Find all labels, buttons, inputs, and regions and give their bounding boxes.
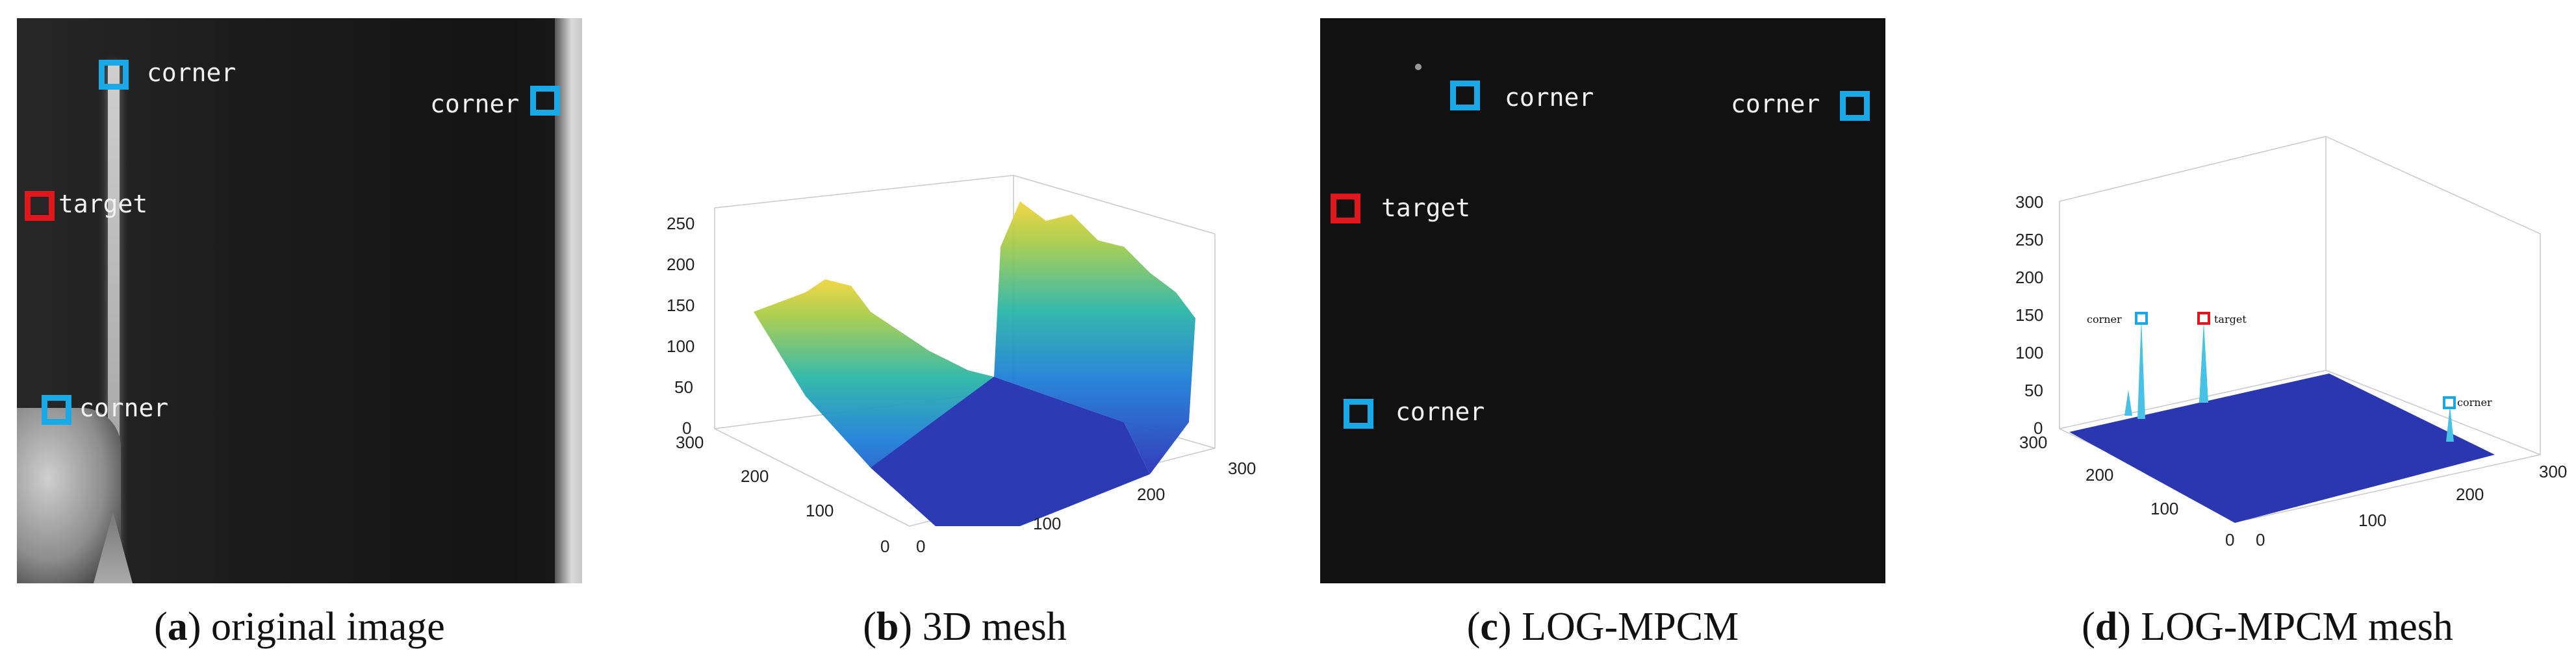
y-tick-100: 100: [2150, 499, 2178, 518]
corner-label-bottom: corner: [1396, 398, 1485, 426]
corner-marker-right: [1840, 91, 1870, 121]
spike-corner-left: [2137, 318, 2145, 419]
z-tick-100: 100: [2015, 343, 2043, 362]
corner-label-left-d: corner: [2087, 313, 2122, 325]
z-tick-200: 200: [667, 255, 695, 274]
y-tick-300: 300: [676, 433, 704, 452]
caption-a: (a) original image: [154, 605, 445, 649]
z-tick-150: 150: [667, 296, 695, 315]
spike-corner-right: [2446, 406, 2454, 442]
y-tick-200: 200: [2085, 465, 2113, 485]
z-tick-100: 100: [667, 336, 695, 356]
x-tick-300: 300: [1228, 459, 1256, 478]
target-marker: [1331, 194, 1360, 223]
spike-small: [2124, 390, 2132, 416]
x-tick-0: 0: [916, 537, 925, 556]
x-tick-100: 100: [2358, 511, 2386, 530]
panel-c: corner corner target corner: [1320, 18, 1885, 583]
surface-right-wall-b: [994, 201, 1195, 474]
axes-box-b: [714, 175, 1216, 527]
z-tick-0: 0: [2034, 418, 2043, 438]
y-tick-200: 200: [741, 466, 769, 486]
z-ticks-b: 0 50 100 150 200 250: [667, 214, 695, 438]
corner-marker-top: [1450, 81, 1480, 110]
corner-label-right-d: corner: [2457, 396, 2492, 409]
log-mpcm-image: corner corner target corner: [1320, 18, 1885, 583]
z-ticks-d: 0 50 100 150 200 250 300: [2015, 192, 2043, 438]
z-tick-250: 250: [667, 214, 695, 233]
axes-box-d: [2059, 136, 2541, 520]
panel-a: corner corner target corner: [17, 18, 582, 583]
corner-label-top: corner: [147, 58, 236, 87]
corner-label-right: corner: [430, 90, 520, 118]
target-label: target: [1381, 194, 1471, 222]
bright-speck: [1415, 64, 1422, 70]
corner-label-bottom: corner: [79, 394, 169, 422]
surface-plot-d: corner target corner 0 50 100 150 200 25…: [2015, 136, 2567, 550]
x-tick-0: 0: [2256, 530, 2265, 550]
corner-marker-bottom: [42, 395, 71, 425]
x-ticks-b: 0 100 200 300: [916, 459, 1256, 556]
z-tick-250: 250: [2015, 230, 2043, 249]
z-tick-50: 50: [2024, 381, 2043, 400]
z-tick-0: 0: [682, 418, 691, 438]
x-tick-300: 300: [2539, 462, 2567, 481]
target-marker-d: [2197, 312, 2210, 325]
target-label: target: [58, 190, 148, 218]
y-tick-0: 0: [2225, 530, 2234, 550]
panel-d: corner target corner 0 50 100 150 200 25…: [1975, 130, 2573, 585]
y-tick-0: 0: [880, 537, 889, 556]
corner-label-top: corner: [1505, 83, 1594, 112]
x-ticks-d: 0 100 200 300: [2256, 462, 2567, 550]
z-tick-300: 300: [2015, 192, 2043, 212]
x-tick-200: 200: [1137, 485, 1165, 504]
surface-plot-b: 0 50 100 150 200 250 300 200 100 0 0 100…: [667, 175, 1256, 556]
corner-label-right: corner: [1731, 90, 1820, 118]
spike-target: [2199, 322, 2208, 403]
target-marker: [25, 191, 55, 221]
corner-marker-left-d: [2135, 312, 2148, 325]
original-image: corner corner target corner: [17, 18, 582, 583]
x-tick-100: 100: [1033, 514, 1061, 533]
caption-b: (b) 3D mesh: [863, 605, 1067, 649]
corner-marker-top: [99, 60, 129, 90]
corner-marker-right: [530, 86, 560, 116]
target-label-d: target: [2214, 313, 2247, 325]
caption-d: (d) LOG-MPCM mesh: [2082, 605, 2453, 649]
z-tick-200: 200: [2015, 268, 2043, 287]
z-tick-50: 50: [674, 377, 693, 397]
surface-floor-b: [871, 377, 1150, 526]
x-tick-200: 200: [2456, 485, 2484, 504]
z-tick-150: 150: [2015, 305, 2043, 325]
caption-c: (c) LOG-MPCM: [1466, 605, 1739, 649]
corner-marker-bottom: [1344, 399, 1373, 429]
surface-floor-d: [2069, 373, 2495, 523]
y-ticks-b: 300 200 100 0: [676, 433, 889, 556]
y-tick-300: 300: [2019, 433, 2047, 452]
y-ticks-d: 300 200 100 0: [2019, 433, 2234, 550]
y-tick-100: 100: [806, 501, 834, 520]
panel-b: 0 50 100 150 200 250 300 200 100 0 0 100…: [656, 162, 1273, 585]
corner-marker-right-d: [2443, 396, 2456, 409]
